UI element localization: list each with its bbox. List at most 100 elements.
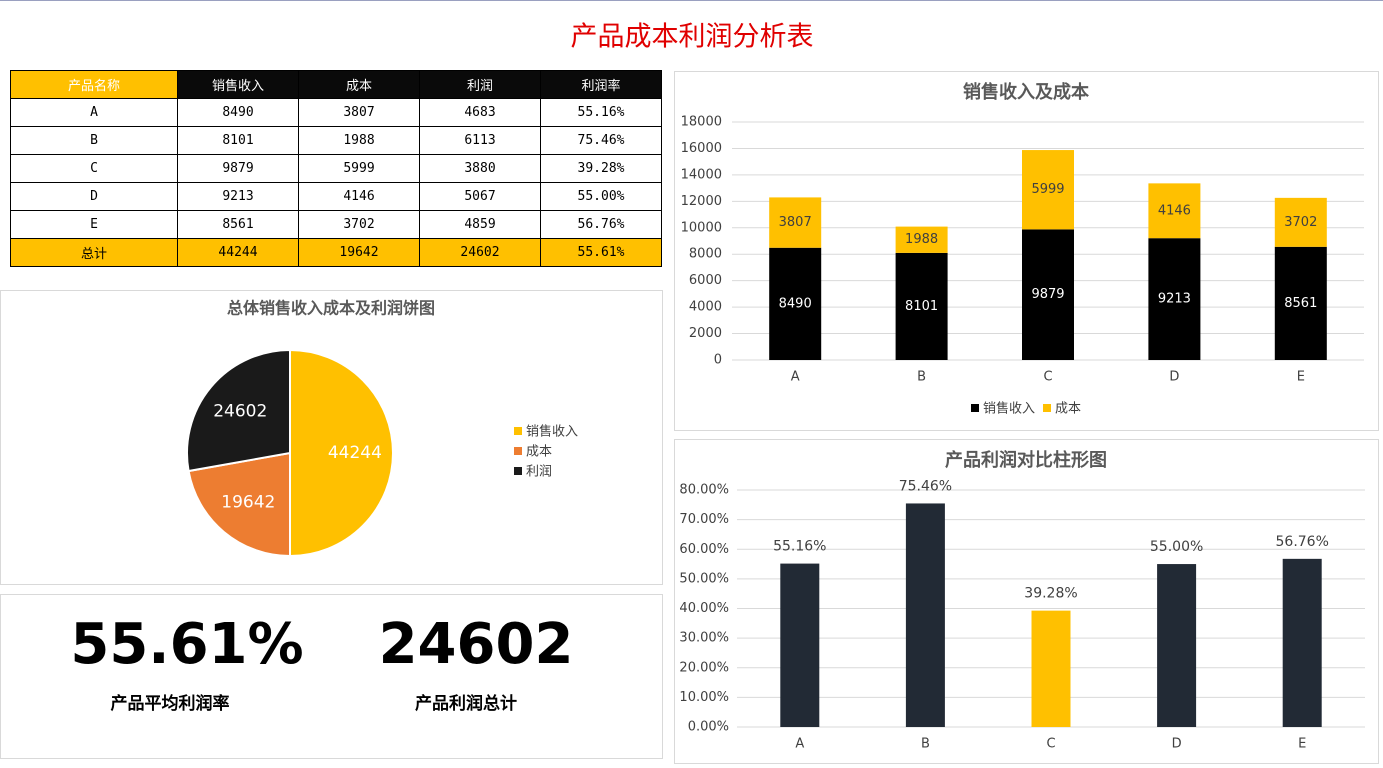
pie-panel — [0, 290, 663, 585]
kpi-value: 55.61% — [70, 612, 303, 677]
x-tick-label: B — [917, 370, 926, 385]
table-cell: 1988 — [298, 126, 420, 155]
y-tick-label: 0 — [714, 353, 722, 368]
table-cell: 8490 — [177, 98, 299, 127]
y-tick-label: 20.00% — [679, 660, 729, 675]
y-tick-label: 60.00% — [679, 542, 729, 557]
table-cell: 9879 — [177, 154, 299, 183]
legend-swatch — [514, 447, 522, 455]
y-tick-label: 6000 — [689, 273, 722, 288]
y-tick-label: 18000 — [681, 115, 722, 130]
table-row: E 8561 3702 4859 56.76% — [10, 210, 662, 239]
table-cell: 75.46% — [540, 126, 662, 155]
table-cell: 产品名称 — [10, 70, 178, 99]
bar-segment — [1274, 197, 1327, 247]
x-tick-label: B — [921, 737, 930, 752]
table-cell: 4683 — [419, 98, 541, 127]
table-cell: 8101 — [177, 126, 299, 155]
bar-segment — [1022, 229, 1074, 360]
chart-title: 总体销售收入成本及利润饼图 — [227, 299, 435, 318]
y-tick-label: 70.00% — [679, 512, 729, 527]
pie-slice — [289, 348, 394, 558]
data-label: 9213 — [1158, 292, 1191, 307]
data-label: 75.46% — [899, 478, 952, 494]
data-label: 56.76% — [1276, 534, 1329, 550]
y-tick-label: 16000 — [681, 141, 722, 156]
data-label: 3702 — [1284, 215, 1317, 230]
table-cell: 3807 — [298, 98, 420, 127]
legend-swatch — [971, 404, 979, 412]
bar-panel — [674, 439, 1379, 764]
table-cell: 19642 — [298, 238, 420, 267]
kpi-label: 产品利润总计 — [415, 693, 517, 714]
table-row: D 9213 4146 5067 55.00% — [10, 182, 662, 211]
pie-slice — [187, 451, 291, 558]
y-tick-label: 14000 — [681, 167, 722, 182]
stack-panel — [674, 71, 1379, 431]
legend-swatch — [1043, 404, 1051, 412]
table-cell: 4146 — [298, 182, 420, 211]
x-tick-label: D — [1172, 737, 1182, 752]
chart-title: 产品利润对比柱形图 — [945, 449, 1107, 471]
bar-segment — [1274, 246, 1327, 360]
table-row: C 9879 5999 3880 39.28% — [10, 154, 662, 183]
table-row: A 8490 3807 4683 55.16% — [10, 98, 662, 127]
data-label: 4146 — [1158, 203, 1191, 218]
legend-swatch — [514, 467, 522, 475]
data-label: 5999 — [1031, 182, 1064, 197]
y-tick-label: 10000 — [681, 220, 722, 235]
table-cell: B — [10, 126, 178, 155]
kpi-value: 24602 — [379, 612, 574, 677]
data-label: 8490 — [779, 296, 812, 311]
bar — [1031, 610, 1071, 727]
y-tick-label: 80.00% — [679, 483, 729, 498]
table-cell: 24602 — [419, 238, 541, 267]
bar — [1157, 564, 1197, 727]
data-label: 24602 — [213, 401, 267, 421]
table-cell: D — [10, 182, 178, 211]
table-cell: 55.16% — [540, 98, 662, 127]
table-cell: 39.28% — [540, 154, 662, 183]
bar-segment — [769, 197, 822, 248]
table-cell: 利润率 — [540, 70, 662, 99]
bar-segment — [1148, 238, 1201, 360]
y-tick-label: 10.00% — [679, 690, 729, 705]
data-label: 1988 — [905, 232, 938, 247]
y-tick-label: 12000 — [681, 194, 722, 209]
chart-title: 销售收入及成本 — [963, 81, 1089, 103]
bar — [780, 563, 820, 727]
kpi-panel — [0, 594, 663, 759]
table-cell: 55.00% — [540, 182, 662, 211]
data-table: 产品名称 销售收入 成本 利润 利润率 A 8490 3807 4683 55.16% B 8101 1… — [10, 70, 662, 267]
table-cell: 6113 — [419, 126, 541, 155]
table-cell: E — [10, 210, 178, 239]
bar — [1282, 558, 1322, 727]
table-cell: 总计 — [10, 238, 178, 267]
table-cell: 56.76% — [540, 210, 662, 239]
data-label: 55.16% — [773, 539, 826, 555]
table-cell: A — [10, 98, 178, 127]
pie-slice — [186, 348, 291, 473]
y-tick-label: 8000 — [689, 247, 722, 262]
data-label: 55.00% — [1150, 539, 1203, 555]
y-tick-label: 30.00% — [679, 631, 729, 646]
y-tick-label: 0.00% — [688, 720, 729, 735]
x-tick-label: C — [1043, 370, 1052, 385]
x-tick-label: A — [795, 737, 804, 752]
data-label: 9879 — [1031, 287, 1064, 302]
x-tick-label: E — [1297, 370, 1305, 385]
table-cell: C — [10, 154, 178, 183]
table-cell: 5067 — [419, 182, 541, 211]
legend-swatch — [514, 427, 522, 435]
table-cell: 4859 — [419, 210, 541, 239]
bar-segment — [1148, 183, 1201, 239]
table-cell: 成本 — [298, 70, 420, 99]
y-tick-label: 50.00% — [679, 571, 729, 586]
kpi-label: 产品平均利润率 — [111, 693, 230, 714]
table-cell: 9213 — [177, 182, 299, 211]
data-label: 8561 — [1284, 296, 1317, 311]
data-label: 44244 — [328, 443, 382, 463]
legend-label: 销售收入 — [526, 424, 578, 440]
legend-label: 成本 — [526, 445, 552, 460]
